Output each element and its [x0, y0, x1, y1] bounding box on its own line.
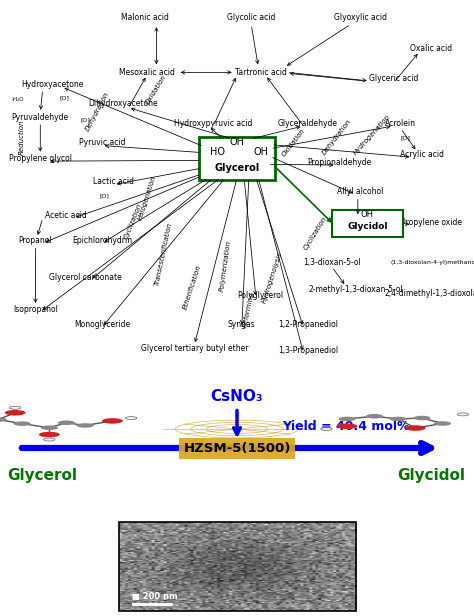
Text: Glycerol carbonate: Glycerol carbonate	[49, 274, 122, 282]
Text: [O]: [O]	[59, 95, 69, 101]
Text: Cyclization: Cyclization	[123, 202, 143, 240]
Text: Reduction: Reduction	[18, 119, 24, 155]
Text: CsNO₃: CsNO₃	[210, 389, 264, 404]
Text: Isopropanol: Isopropanol	[13, 304, 58, 314]
Circle shape	[338, 416, 356, 421]
Text: Propionaldehyde: Propionaldehyde	[307, 158, 371, 167]
Circle shape	[434, 421, 451, 426]
Text: OH: OH	[361, 210, 374, 219]
Text: Propanol: Propanol	[19, 236, 52, 245]
Text: Acetic acid: Acetic acid	[46, 211, 87, 220]
Text: [O]: [O]	[100, 193, 109, 198]
Text: (1,3-dioxolan-4-yl)methanol: (1,3-dioxolan-4-yl)methanol	[390, 259, 474, 265]
Circle shape	[413, 416, 430, 420]
Circle shape	[77, 423, 94, 428]
Text: HZSM-5(1500): HZSM-5(1500)	[183, 442, 291, 455]
Text: Oxidation: Oxidation	[145, 74, 168, 106]
Text: Acrolein: Acrolein	[385, 119, 416, 128]
Text: Hydroxypyruvic acid: Hydroxypyruvic acid	[174, 119, 253, 128]
Text: 2,4-dimethyl-1,3-dioxolane: 2,4-dimethyl-1,3-dioxolane	[384, 289, 474, 298]
Circle shape	[0, 417, 7, 422]
Circle shape	[337, 423, 357, 429]
Text: Hydrogenation: Hydrogenation	[353, 113, 392, 156]
Text: Cyclization: Cyclization	[302, 215, 328, 251]
Text: Monoglyceride: Monoglyceride	[74, 320, 130, 329]
Text: Pyruvaldehyde: Pyruvaldehyde	[12, 113, 69, 122]
Text: Pyruvic acid: Pyruvic acid	[79, 138, 125, 147]
Text: 1,3-dioxan-5-ol: 1,3-dioxan-5-ol	[303, 257, 361, 267]
Text: Glyceric acid: Glyceric acid	[369, 74, 418, 83]
Circle shape	[9, 406, 21, 409]
Text: Oxidation: Oxidation	[281, 128, 307, 158]
Text: Acrylic acid: Acrylic acid	[400, 150, 444, 159]
Circle shape	[390, 416, 407, 421]
Text: Halogenation: Halogenation	[137, 174, 157, 221]
Text: Glycerol: Glycerol	[8, 468, 78, 484]
Text: Reforming: Reforming	[242, 291, 255, 328]
Text: Glycidol: Glycidol	[347, 222, 388, 231]
Text: HO: HO	[210, 147, 225, 157]
Text: ■ 200 nm: ■ 200 nm	[132, 592, 177, 601]
Text: 1,3-Propanediol: 1,3-Propanediol	[278, 346, 338, 355]
Text: 1,2-Propanediol: 1,2-Propanediol	[278, 320, 338, 329]
Text: Epichlorohydrin: Epichlorohydrin	[72, 236, 132, 245]
Circle shape	[126, 416, 137, 419]
FancyBboxPatch shape	[332, 210, 403, 237]
Text: Transesterification: Transesterification	[154, 222, 173, 286]
Text: Allyl alcohol: Allyl alcohol	[337, 187, 383, 196]
Text: [O]: [O]	[401, 135, 410, 140]
Text: Dehydration: Dehydration	[321, 118, 352, 156]
Text: OH: OH	[229, 137, 245, 147]
Circle shape	[41, 426, 58, 430]
Circle shape	[13, 421, 30, 426]
Text: Oxalic acid: Oxalic acid	[410, 44, 452, 54]
Text: OH: OH	[254, 147, 269, 157]
Text: 2-methyl-1,3-dioxan-5-ol: 2-methyl-1,3-dioxan-5-ol	[308, 285, 403, 294]
Text: Malonic acid: Malonic acid	[120, 13, 169, 22]
Text: Hydrogenolysis: Hydrogenolysis	[261, 251, 284, 304]
Text: Glycidol: Glycidol	[397, 468, 465, 484]
Text: Tartronic acid: Tartronic acid	[235, 68, 287, 77]
Text: Polyglycerol: Polyglycerol	[237, 291, 284, 300]
Circle shape	[457, 413, 469, 416]
FancyBboxPatch shape	[199, 137, 275, 180]
Text: Dihydroxyacetone: Dihydroxyacetone	[89, 99, 158, 108]
Text: Hydroxyacetone: Hydroxyacetone	[21, 79, 83, 89]
Text: [O]: [O]	[81, 117, 90, 122]
Circle shape	[44, 438, 55, 441]
Circle shape	[366, 414, 383, 418]
Circle shape	[321, 428, 332, 431]
Circle shape	[5, 410, 26, 416]
Text: Glycolic acid: Glycolic acid	[227, 13, 275, 22]
Circle shape	[405, 425, 426, 431]
Text: Mesoxalic acid: Mesoxalic acid	[119, 68, 175, 77]
Text: Glycerol: Glycerol	[214, 163, 260, 173]
Circle shape	[39, 432, 60, 437]
Text: Syngas: Syngas	[228, 320, 255, 329]
Text: Lactic acid: Lactic acid	[93, 177, 134, 187]
Circle shape	[102, 418, 123, 424]
Text: Glyoxylic acid: Glyoxylic acid	[334, 13, 387, 22]
Text: Etherification: Etherification	[182, 264, 202, 310]
Text: -H₂O: -H₂O	[12, 97, 24, 102]
Text: Glycerol tertiary butyl ether: Glycerol tertiary butyl ether	[141, 344, 248, 352]
Circle shape	[58, 421, 75, 425]
Text: Yield = 40.4 mol%: Yield = 40.4 mol%	[283, 420, 410, 433]
Text: Propylene oxide: Propylene oxide	[401, 219, 462, 227]
Text: Glyceraldehyde: Glyceraldehyde	[278, 119, 338, 128]
Text: Dehydration: Dehydration	[84, 91, 110, 132]
Text: Polymerization: Polymerization	[219, 240, 232, 292]
Text: Propylene glycol: Propylene glycol	[9, 154, 72, 163]
